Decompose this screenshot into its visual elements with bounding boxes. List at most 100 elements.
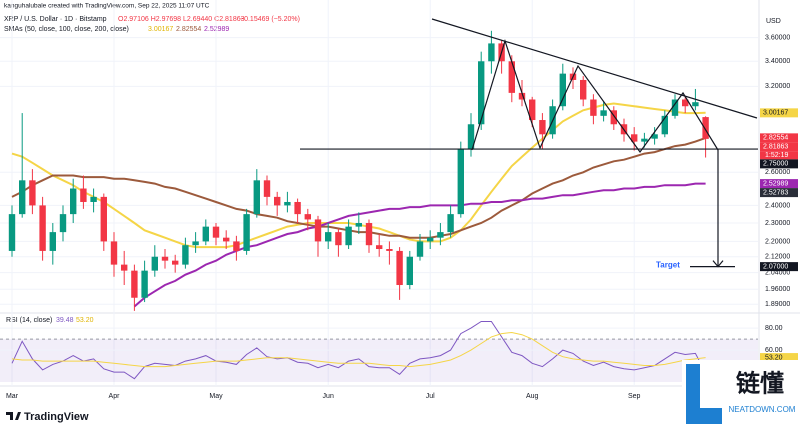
- candle-body: [427, 237, 434, 242]
- candle-body: [631, 134, 638, 142]
- candle-body: [651, 134, 658, 139]
- candle-body: [243, 214, 250, 251]
- sma-title: SMAs (50, close, 100, close, 200, close): [4, 26, 129, 33]
- price-label: 2.52783: [763, 189, 788, 196]
- candle-body: [325, 232, 332, 242]
- price-label-bg: [760, 179, 798, 189]
- candle-body: [8, 214, 16, 251]
- watermark-title: 链懂: [736, 369, 784, 397]
- sma-value: 2.82554: [176, 26, 201, 33]
- price-label: 2.52989: [763, 180, 788, 187]
- candle-body: [274, 196, 281, 206]
- y-tick-label: 60.00: [765, 347, 783, 354]
- logo-mark: [6, 412, 21, 420]
- candle-body: [294, 201, 301, 215]
- price-label-bg: [760, 142, 798, 152]
- candle-body: [376, 245, 383, 250]
- symbol: XRP / U.S. Dollar · 1D · Bitstamp: [4, 16, 107, 23]
- candle-body: [437, 232, 444, 238]
- candle-body: [19, 180, 26, 215]
- candle-body: [151, 256, 158, 271]
- y-tick-label: 2.60000: [765, 169, 790, 176]
- y-tick-label: 1.96000: [765, 286, 790, 293]
- candle-body: [580, 79, 587, 100]
- y-tick-label: 2.04000: [765, 270, 790, 277]
- candle-body: [457, 149, 464, 215]
- y-tick-label: 2.12000: [765, 254, 790, 261]
- resistance-trendline: [431, 18, 758, 119]
- x-tick-label: Aug: [526, 393, 539, 400]
- sma-line: [133, 182, 706, 308]
- candle-body: [131, 270, 138, 298]
- candle-body: [447, 214, 454, 233]
- x-tick-label: Jul: [426, 393, 435, 400]
- rsi-value: 39.48: [56, 317, 74, 324]
- candle-body: [100, 196, 107, 242]
- candle-body: [59, 214, 67, 233]
- price-label: 3.00167: [763, 110, 788, 117]
- candle-body: [529, 99, 536, 121]
- countdown: 1:52:19: [765, 152, 788, 159]
- candle-body: [559, 73, 566, 107]
- watermark-logo: [686, 364, 722, 424]
- candle-body: [284, 201, 291, 206]
- price-label: 2.07000: [763, 263, 788, 270]
- sma-value: 2.52989: [204, 26, 229, 33]
- candle-body: [49, 232, 56, 251]
- credit: kanguhalubale created with TradingView.c…: [4, 3, 210, 10]
- candle-body: [233, 241, 240, 251]
- price-label: 2.81863: [763, 144, 788, 151]
- candle-body: [396, 250, 403, 286]
- y-tick-label: 80.00: [765, 325, 783, 332]
- price-label-bg: [760, 262, 798, 272]
- candle-body: [253, 180, 260, 215]
- x-tick-label: Jun: [323, 393, 334, 400]
- candle-body: [335, 232, 342, 246]
- candle-body: [682, 99, 689, 107]
- candle-body: [671, 99, 679, 116]
- price-label: 2.75000: [763, 161, 788, 168]
- rsi-band: [0, 339, 758, 382]
- candle-body: [610, 110, 617, 125]
- candle-body: [355, 223, 362, 227]
- price-label-bg: [760, 108, 798, 118]
- brand: TradingView: [24, 411, 89, 423]
- rsi-title: RSI (14, close): [6, 317, 52, 324]
- candle-body: [182, 245, 189, 265]
- candle-body: [692, 102, 699, 107]
- y-tick-label: 3.60000: [765, 34, 790, 41]
- candle-body: [70, 188, 77, 215]
- candle-body: [641, 138, 648, 142]
- price-label-bg: [760, 188, 798, 198]
- candle-body: [314, 219, 322, 242]
- candle-body: [386, 249, 393, 251]
- candle-body: [406, 256, 413, 286]
- candle-body: [590, 99, 597, 116]
- candle-body: [539, 120, 546, 135]
- candle-body: [478, 61, 485, 125]
- watermark: 链懂 NEATDOWN.COM: [682, 360, 800, 431]
- pattern-line: [471, 39, 719, 154]
- candle-body: [212, 226, 220, 238]
- candle-body: [80, 188, 87, 202]
- price-label-bg: [760, 159, 798, 169]
- rsi-value: 53.20: [76, 317, 94, 324]
- currency: USD: [766, 18, 781, 25]
- rsi-line: [11, 321, 707, 380]
- candle-body: [110, 241, 118, 265]
- y-tick-label: 3.40000: [765, 58, 790, 65]
- price-label: 2.82554: [763, 135, 788, 142]
- candle-body: [223, 237, 230, 242]
- candle-body: [202, 226, 209, 242]
- y-tick-label: 3.20000: [765, 83, 790, 90]
- rsi-label: 53.20: [765, 354, 783, 361]
- price-label-bg: [760, 133, 798, 143]
- candle-body: [39, 205, 46, 251]
- candle-body: [416, 241, 424, 257]
- candle-body: [600, 110, 607, 116]
- x-tick-label: May: [209, 393, 223, 400]
- candle-body: [508, 61, 515, 93]
- countdown-bg: [760, 151, 798, 160]
- candle-body: [304, 214, 311, 220]
